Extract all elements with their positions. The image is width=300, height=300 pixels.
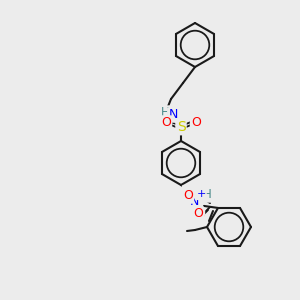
Text: H: H <box>202 188 211 202</box>
Text: O: O <box>183 189 193 203</box>
Text: O: O <box>194 209 204 223</box>
Text: N: N <box>194 188 204 202</box>
Text: O: O <box>191 116 201 130</box>
Text: S: S <box>177 120 185 134</box>
Text: +: + <box>196 189 206 199</box>
Text: N: N <box>168 109 178 122</box>
Text: O: O <box>161 116 171 130</box>
Text: H: H <box>160 106 169 119</box>
Text: O: O <box>193 207 203 220</box>
Text: -: - <box>183 186 189 201</box>
Text: N: N <box>189 195 199 208</box>
